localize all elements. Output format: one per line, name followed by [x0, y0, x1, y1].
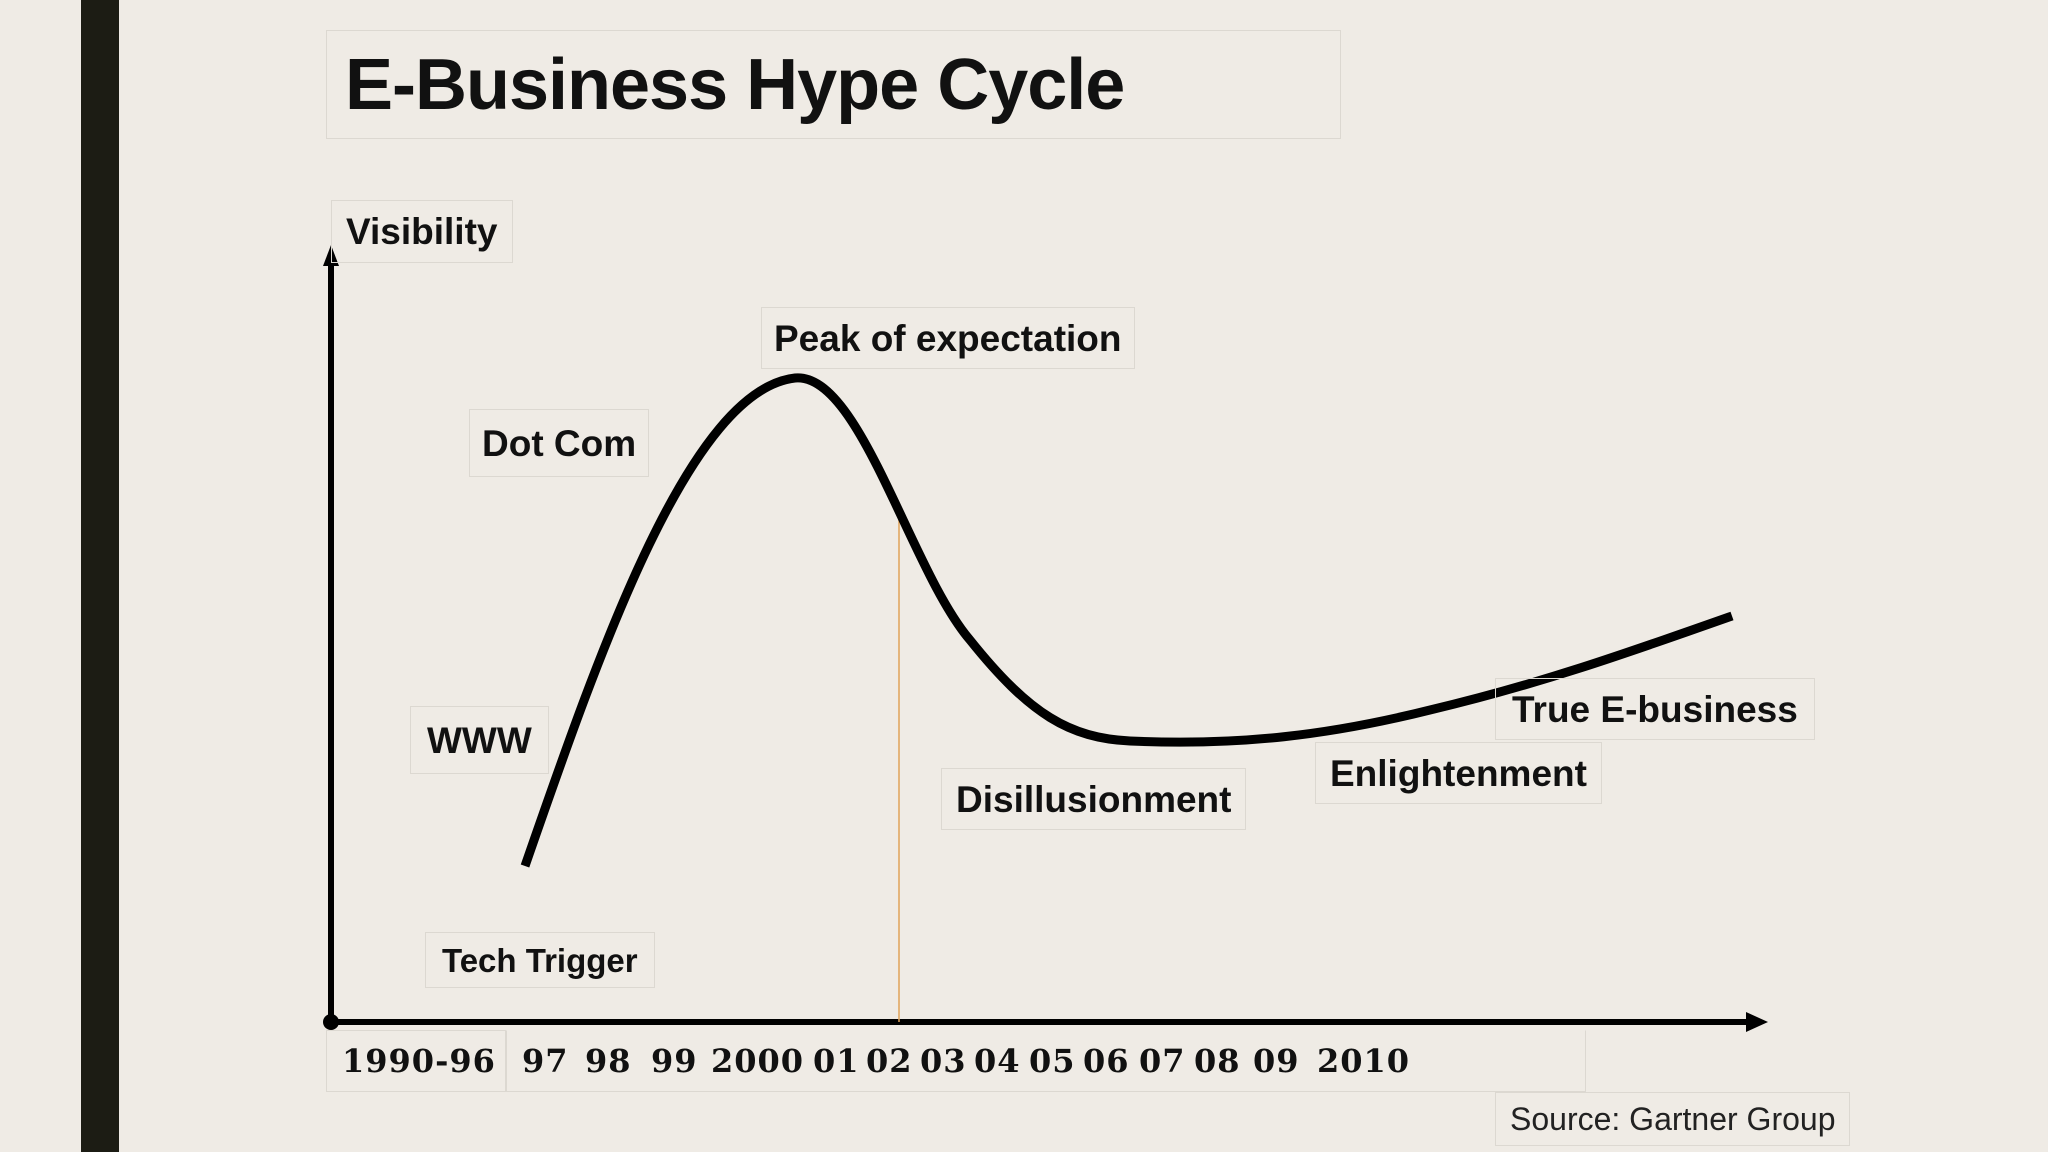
- x-tick: 97: [522, 1042, 569, 1080]
- x-tick: 02: [866, 1042, 913, 1080]
- y-axis-label: Visibility: [331, 200, 513, 263]
- label-peak-of-expectation: Peak of expectation: [761, 307, 1135, 369]
- label-enlightenment: Enlightenment: [1315, 742, 1602, 804]
- x-tick: 98: [585, 1042, 632, 1080]
- label-true-e-business: True E-business: [1495, 678, 1815, 740]
- axis-origin: [323, 1014, 339, 1030]
- label-tech-trigger: Tech Trigger: [425, 932, 655, 988]
- x-tick: 09: [1253, 1042, 1300, 1080]
- page-title: E-Business Hype Cycle: [326, 30, 1341, 139]
- x-tick: 2010: [1317, 1042, 1411, 1080]
- x-tick: 08: [1194, 1042, 1241, 1080]
- side-accent-bar: [81, 0, 119, 1152]
- label-disillusionment: Disillusionment: [941, 768, 1247, 830]
- x-tick: 2000: [711, 1042, 805, 1080]
- x-tick: 05: [1029, 1042, 1076, 1080]
- x-tick: 07: [1139, 1042, 1186, 1080]
- x-axis-ticks: 1990-96 97 98 99 2000 01 02 03 04 05 06 …: [326, 1030, 1591, 1092]
- x-tick: 01: [813, 1042, 860, 1080]
- hype-curve: [520, 373, 1734, 868]
- label-www: WWW: [410, 706, 549, 774]
- x-tick: 1990-96: [342, 1042, 496, 1080]
- x-tick: 99: [651, 1042, 698, 1080]
- tick-box-1990-96: [326, 1030, 506, 1092]
- source-credit: Source: Gartner Group: [1495, 1092, 1851, 1146]
- x-tick: 03: [920, 1042, 967, 1080]
- x-tick: 06: [1083, 1042, 1130, 1080]
- x-axis-arrowhead: [1746, 1012, 1768, 1032]
- x-tick: 04: [974, 1042, 1021, 1080]
- tick-box-years: [506, 1030, 1586, 1092]
- label-dot-com: Dot Com: [469, 409, 650, 477]
